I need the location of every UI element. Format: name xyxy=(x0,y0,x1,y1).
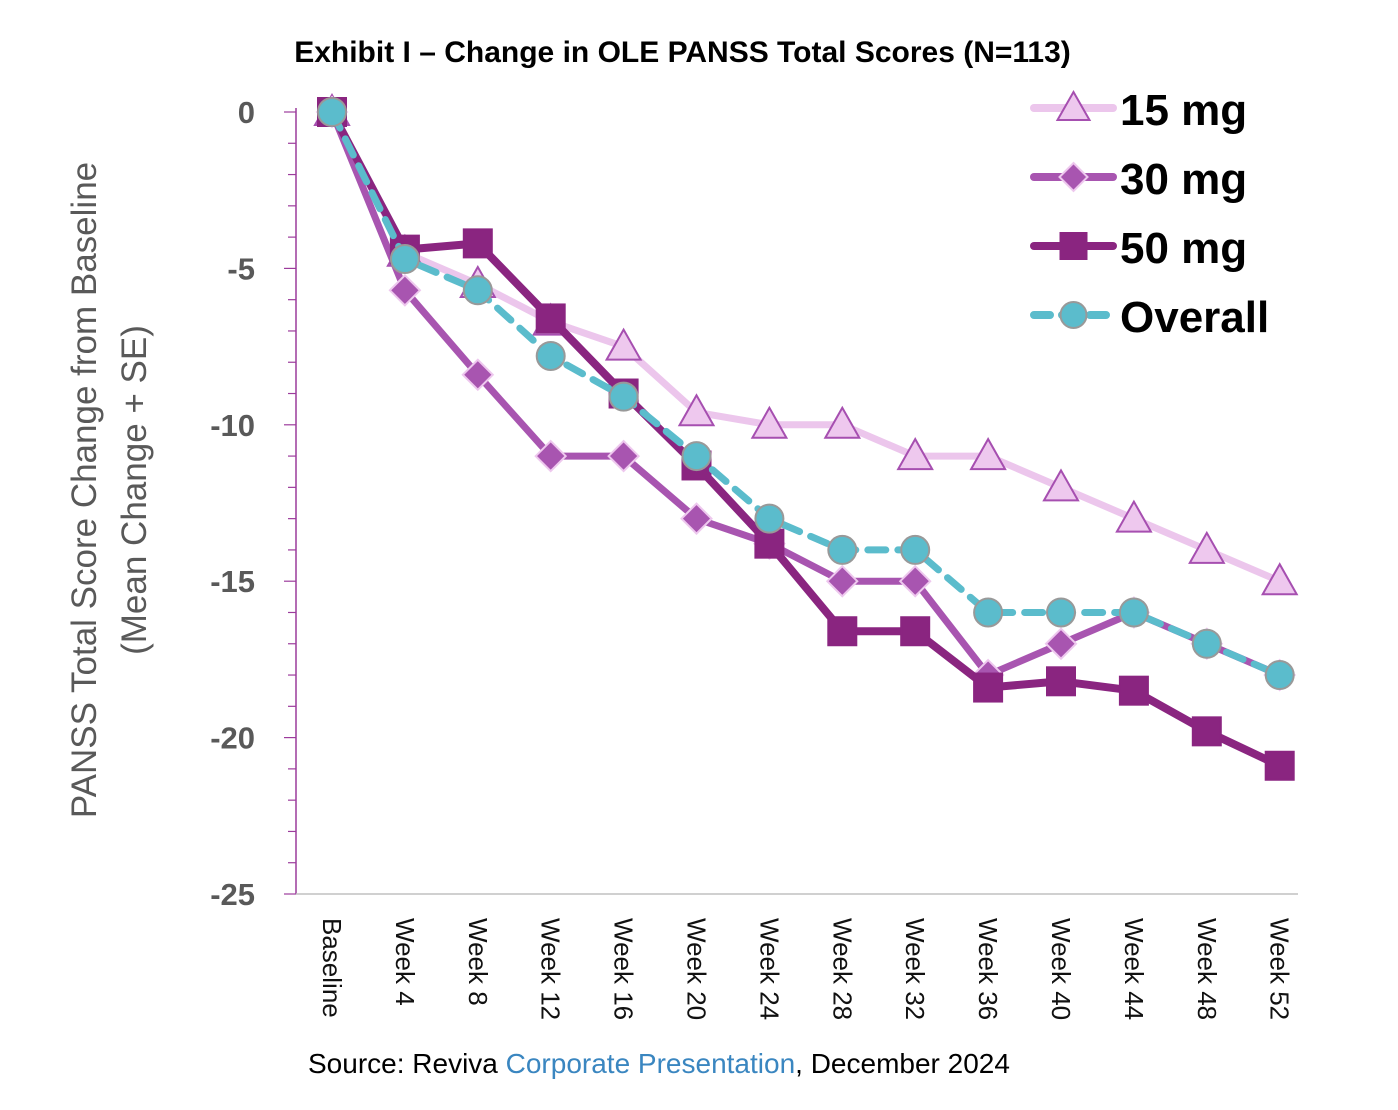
data-point-30-mg xyxy=(680,502,713,536)
data-point-15-mg xyxy=(604,327,643,361)
data-point-50-mg xyxy=(827,616,858,647)
data-point-overall xyxy=(317,97,347,127)
data-point-overall xyxy=(389,244,420,275)
y-tick-label: 0 xyxy=(238,95,255,130)
x-tick-label: Week 12 xyxy=(536,918,566,1020)
data-point-15-mg xyxy=(1115,499,1153,533)
y-tick-label: -15 xyxy=(210,564,255,599)
data-point-overall xyxy=(535,340,566,371)
data-point-30-mg xyxy=(825,564,859,598)
y-axis-label: PANSS Total Score Change from Baseline xyxy=(65,162,104,818)
data-point-overall xyxy=(462,275,493,306)
data-point-50-mg xyxy=(535,303,566,334)
data-point-50-mg xyxy=(973,672,1004,703)
x-tick-label: Week 52 xyxy=(1265,918,1295,1020)
data-point-50-mg xyxy=(1118,675,1149,706)
data-point-15-mg xyxy=(1188,530,1226,564)
data-point-50-mg xyxy=(754,528,785,559)
data-point-15-mg xyxy=(969,437,1007,471)
legend-marker-30-mg xyxy=(1058,161,1089,193)
legend-label-50-mg: 50 mg xyxy=(1120,224,1247,273)
x-tick-label: Baseline xyxy=(317,918,347,1018)
y-tick-label: -10 xyxy=(210,408,255,443)
x-tick-label: Week 40 xyxy=(1046,918,1076,1020)
data-point-overall xyxy=(827,534,858,565)
data-point-overall xyxy=(1191,628,1222,659)
source-suffix: , December 2024 xyxy=(795,1048,1010,1079)
data-point-15-mg xyxy=(1260,562,1299,596)
data-point-overall xyxy=(973,597,1004,628)
data-point-15-mg xyxy=(750,405,789,439)
data-point-50-mg xyxy=(462,228,493,259)
data-point-overall xyxy=(608,381,639,412)
x-tick-label: Week 28 xyxy=(827,918,857,1020)
y-tick-label: -20 xyxy=(210,721,255,756)
source-link[interactable]: Corporate Presentation xyxy=(505,1048,796,1079)
x-tick-label: Week 16 xyxy=(609,918,639,1020)
data-point-50-mg xyxy=(1264,750,1295,781)
legend-marker-15-mg xyxy=(1055,89,1092,121)
y-tick-label: -5 xyxy=(227,251,255,286)
data-point-15-mg xyxy=(896,437,934,471)
data-point-overall xyxy=(1118,597,1149,628)
data-point-overall xyxy=(1264,660,1295,691)
legend-marker-overall xyxy=(1059,301,1088,329)
y-axis-label-line2: (Mean Change + SE) xyxy=(115,325,154,655)
legend-label-15-mg: 15 mg xyxy=(1120,86,1247,135)
data-point-30-mg xyxy=(607,439,641,473)
x-tick-label: Week 8 xyxy=(463,918,493,1006)
x-tick-label: Week 48 xyxy=(1192,918,1222,1020)
x-tick-label: Week 36 xyxy=(973,918,1003,1020)
data-point-50-mg xyxy=(1046,666,1076,697)
data-point-overall xyxy=(754,503,785,534)
data-point-15-mg xyxy=(677,393,716,427)
legend-label-30-mg: 30 mg xyxy=(1120,155,1247,204)
data-point-50-mg xyxy=(1191,716,1222,747)
x-tick-label: Week 4 xyxy=(390,918,420,1006)
series-line-50-mg xyxy=(328,110,1282,770)
x-tick-label: Week 32 xyxy=(900,918,930,1020)
data-point-30-mg xyxy=(898,564,932,598)
data-point-15-mg xyxy=(1042,468,1080,502)
data-point-30-mg xyxy=(388,273,422,307)
data-point-15-mg xyxy=(823,405,862,439)
x-tick-label: Week 44 xyxy=(1119,918,1149,1020)
data-point-50-mg xyxy=(900,616,931,647)
source-note: Source: Reviva Corporate Presentation, D… xyxy=(308,1048,1010,1080)
y-tick-label: -25 xyxy=(210,877,255,912)
data-point-30-mg xyxy=(534,439,568,473)
data-point-overall xyxy=(1046,597,1076,628)
x-tick-label: Week 24 xyxy=(754,918,784,1020)
source-prefix: Source: Reviva xyxy=(308,1048,506,1079)
data-point-overall xyxy=(900,534,931,565)
legend-marker-50-mg xyxy=(1059,232,1088,260)
legend-label-overall: Overall xyxy=(1120,293,1269,342)
chart-title: Exhibit I – Change in OLE PANSS Total Sc… xyxy=(294,36,1071,69)
data-point-overall xyxy=(681,441,712,472)
data-point-30-mg xyxy=(1044,627,1078,661)
x-tick-label: Week 20 xyxy=(682,918,712,1020)
data-point-30-mg xyxy=(461,358,495,392)
